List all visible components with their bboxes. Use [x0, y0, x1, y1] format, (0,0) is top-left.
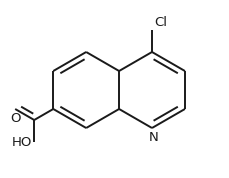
Text: O: O: [10, 112, 20, 125]
Text: Cl: Cl: [153, 16, 166, 29]
Text: N: N: [148, 131, 158, 144]
Text: HO: HO: [12, 135, 32, 148]
